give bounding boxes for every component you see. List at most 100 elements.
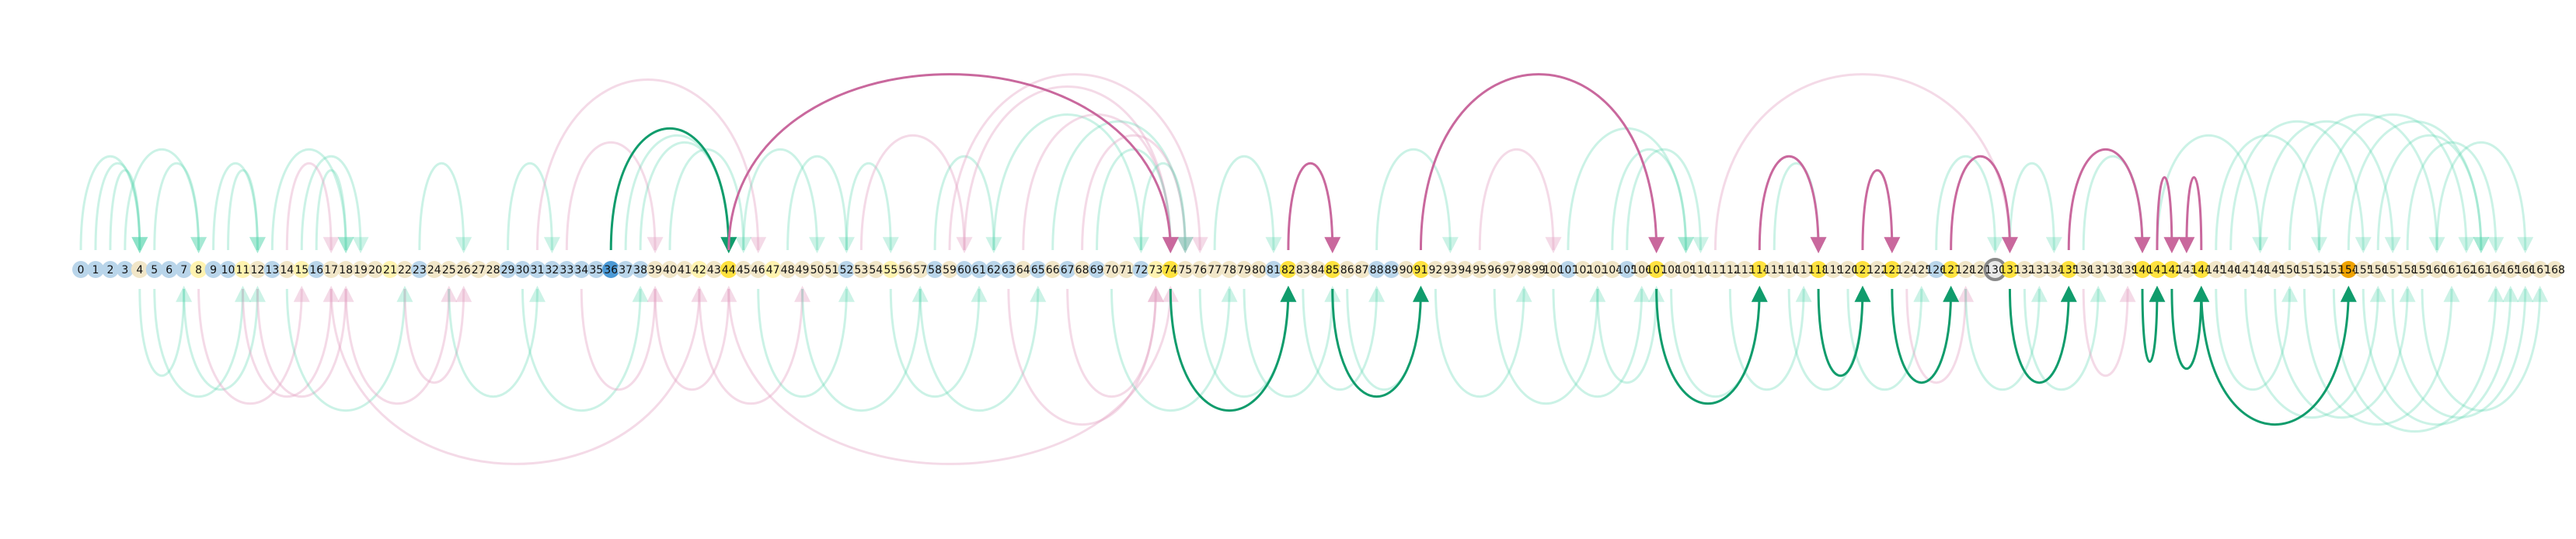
node-circle <box>1603 261 1621 278</box>
node-17: 17 <box>322 261 340 278</box>
node-circle <box>999 261 1017 278</box>
edge-42-49 <box>698 285 811 405</box>
node-102: 102 <box>1573 261 1593 278</box>
node-67: 67 <box>1058 261 1076 278</box>
edge-107-114 <box>1655 285 1768 405</box>
node-53: 53 <box>852 261 870 278</box>
node-circle <box>1545 261 1562 278</box>
node-112: 112 <box>1720 261 1741 278</box>
node-circle <box>1221 261 1239 278</box>
node-label: 37 <box>619 264 633 276</box>
node-circle <box>912 261 929 278</box>
node-circle <box>617 261 635 278</box>
node-circle <box>528 261 546 278</box>
node-107: 107 <box>1646 261 1667 278</box>
node-label: 1 <box>92 264 99 276</box>
edge-70-78 <box>1110 285 1238 412</box>
edge-44-74 <box>727 73 1179 254</box>
node-label: 76 <box>1193 264 1207 276</box>
node-label: 50 <box>810 264 824 276</box>
node-88: 88 <box>1368 261 1386 278</box>
node-circle <box>2340 261 2358 278</box>
node-label: 62 <box>987 264 1001 276</box>
node-label: 4 <box>136 264 143 276</box>
node-31: 31 <box>528 261 546 278</box>
node-143: 143 <box>2176 261 2197 278</box>
edge-60-74 <box>963 85 1179 254</box>
edge-136-140 <box>2082 155 2151 254</box>
node-label: 35 <box>589 264 603 276</box>
edge-118-121 <box>1817 285 1871 377</box>
node-circle <box>2295 261 2313 278</box>
node-circle <box>793 261 811 278</box>
edge-126-130 <box>1935 155 2003 254</box>
node-circle <box>720 261 737 278</box>
node-label: 155 <box>2353 264 2374 276</box>
edge-5-11 <box>153 285 251 398</box>
node-61: 61 <box>970 261 988 278</box>
node-circle <box>2075 261 2093 278</box>
node-label: 36 <box>604 264 618 276</box>
node-circle <box>1501 261 1518 278</box>
node-48: 48 <box>779 261 797 278</box>
node-label: 98 <box>1517 264 1531 276</box>
node-label: 19 <box>354 264 368 276</box>
edge-0-4 <box>79 155 148 254</box>
node-label: 119 <box>1823 264 1844 276</box>
node-label: 161 <box>2442 264 2463 276</box>
edge-63-73 <box>1007 285 1164 426</box>
node-circle <box>1353 261 1371 278</box>
node-circle <box>779 261 797 278</box>
node-circle <box>573 261 591 278</box>
edge-120-125 <box>1846 285 1930 391</box>
node-1: 1 <box>86 261 104 278</box>
node-circle <box>1147 261 1165 278</box>
node-label: 164 <box>2485 264 2506 276</box>
node-circle <box>2472 261 2490 278</box>
node-circle <box>1397 261 1415 278</box>
node-circle <box>2192 261 2210 278</box>
node-70: 70 <box>1103 261 1121 278</box>
node-111: 111 <box>1705 261 1726 278</box>
edge-160-166 <box>2435 141 2534 254</box>
node-circle <box>1264 261 1282 278</box>
node-label: 90 <box>1400 264 1413 276</box>
node-128: 128 <box>1955 261 1976 278</box>
node-label: 144 <box>2191 264 2212 276</box>
node-43: 43 <box>705 261 723 278</box>
node-label: 33 <box>559 264 573 276</box>
node-12: 12 <box>249 261 267 278</box>
node-label: 43 <box>707 264 721 276</box>
node-146: 146 <box>2220 261 2241 278</box>
node-circle <box>558 261 576 278</box>
edge-124-128 <box>1905 285 1975 384</box>
node-136: 136 <box>2073 261 2094 278</box>
node-circle <box>1839 261 1856 278</box>
node-100: 100 <box>1543 261 1563 278</box>
node-circle <box>249 261 267 278</box>
node-label: 64 <box>1016 264 1030 276</box>
node-circle <box>1044 261 1061 278</box>
node-24: 24 <box>425 261 443 278</box>
node-label: 2 <box>106 264 113 276</box>
edge-46-52 <box>757 285 855 398</box>
node-circle <box>1574 261 1591 278</box>
edge-2-4 <box>109 169 148 254</box>
node-circle <box>1736 261 1754 278</box>
node-50: 50 <box>808 261 826 278</box>
node-label: 114 <box>1749 264 1770 276</box>
node-circle <box>2355 261 2372 278</box>
node-label: 14 <box>280 264 294 276</box>
node-circle <box>2546 261 2564 278</box>
edge-85-91 <box>1331 285 1429 398</box>
node-label: 6 <box>166 264 173 276</box>
node-label: 139 <box>2118 264 2139 276</box>
edge-148-157 <box>2259 120 2401 254</box>
node-114: 114 <box>1749 261 1770 278</box>
node-label: 152 <box>2309 264 2330 276</box>
node-label: 125 <box>1911 264 1932 276</box>
node-38: 38 <box>632 261 650 278</box>
node-label: 121 <box>1853 264 1874 276</box>
node-label: 132 <box>2014 264 2035 276</box>
node-56: 56 <box>897 261 915 278</box>
